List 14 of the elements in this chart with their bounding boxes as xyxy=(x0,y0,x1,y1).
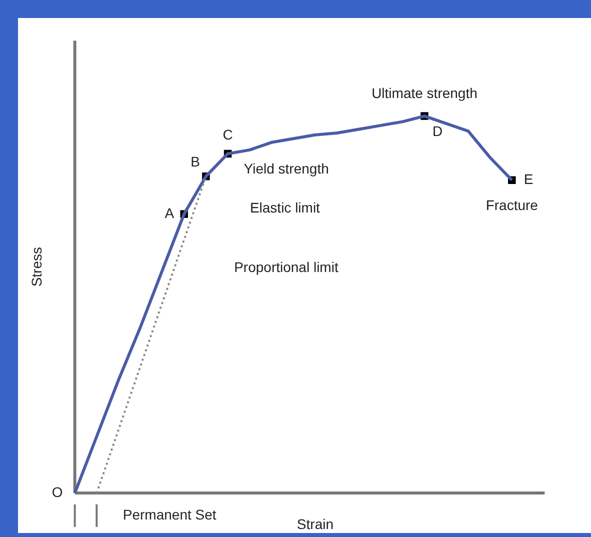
annotation: B xyxy=(190,153,200,170)
annotation: Proportional limit xyxy=(234,259,338,276)
text: Permanent Set xyxy=(122,506,216,523)
annotation: Yield strength xyxy=(244,160,329,177)
annotation: Fracture xyxy=(486,197,538,214)
text: O xyxy=(52,484,63,500)
annotation: C xyxy=(222,126,233,143)
annotation: D xyxy=(432,123,443,140)
x-axis-title: Strain xyxy=(296,516,334,532)
annotation: Elastic limit xyxy=(250,199,320,216)
y-axis-title: Stress xyxy=(28,246,45,287)
annotation: E xyxy=(524,171,534,188)
annotation: A xyxy=(164,205,175,222)
text: Ultimate strength xyxy=(372,85,478,102)
